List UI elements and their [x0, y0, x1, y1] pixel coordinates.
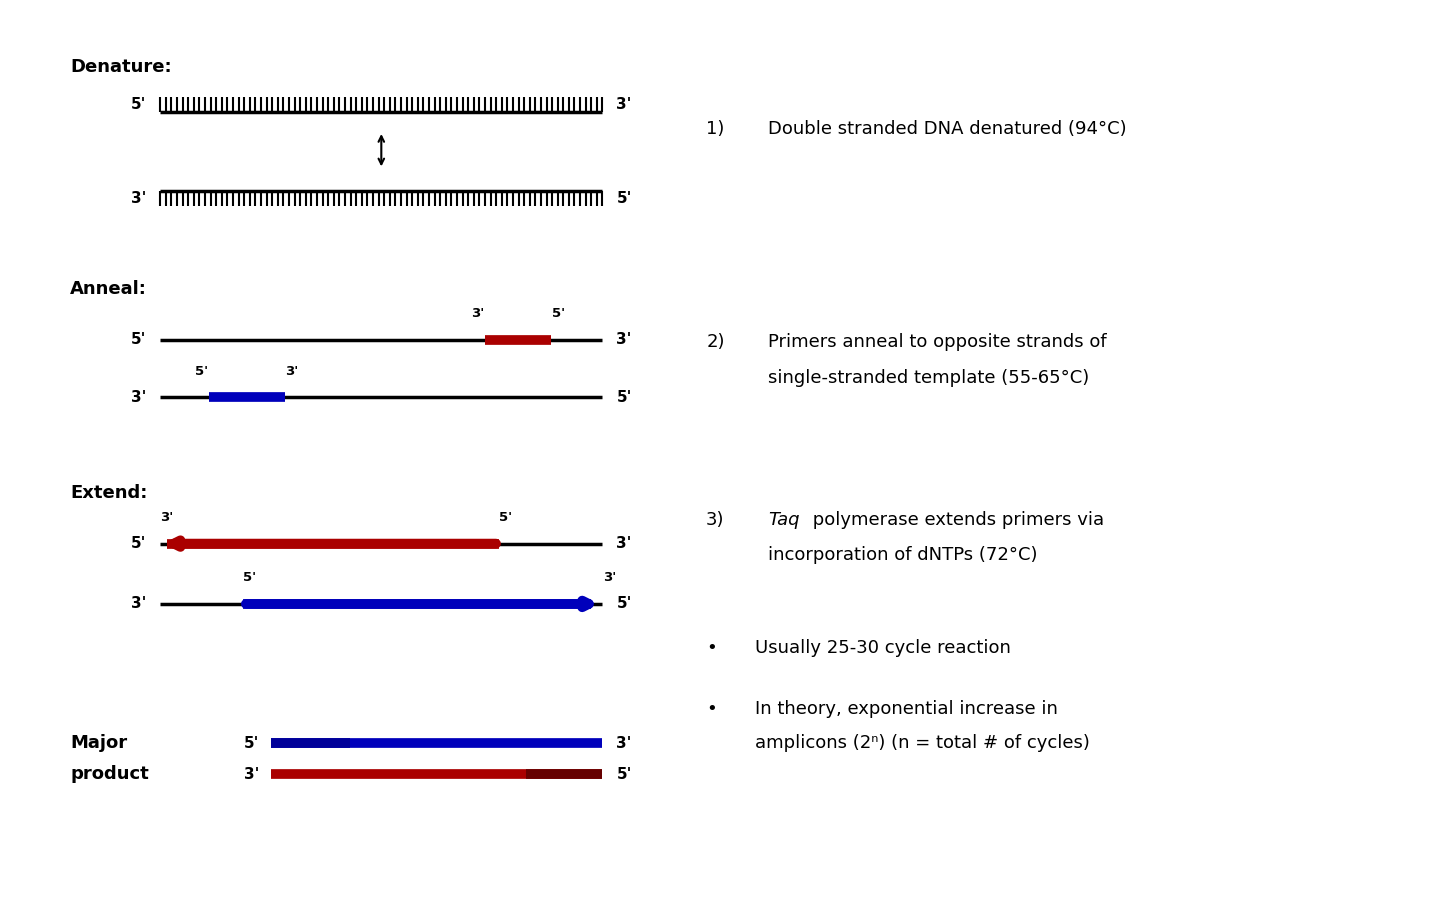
Text: polymerase extends primers via: polymerase extends primers via: [806, 511, 1104, 529]
Text: 3': 3': [131, 191, 147, 206]
Text: amplicons (2ⁿ) (n = total # of cycles): amplicons (2ⁿ) (n = total # of cycles): [755, 735, 1090, 752]
Text: 3': 3': [603, 571, 616, 584]
Text: incorporation of dNTPs (72°C): incorporation of dNTPs (72°C): [769, 546, 1038, 565]
Text: 5': 5': [616, 767, 632, 782]
Text: In theory, exponential increase in: In theory, exponential increase in: [755, 699, 1057, 718]
Text: 5': 5': [616, 596, 632, 612]
Text: Extend:: Extend:: [71, 484, 148, 502]
Text: 5': 5': [131, 536, 147, 551]
Text: 3': 3': [616, 536, 632, 551]
Text: Anneal:: Anneal:: [71, 280, 147, 298]
Text: 3': 3': [616, 332, 632, 347]
Text: 3': 3': [131, 596, 147, 612]
Text: •: •: [706, 699, 717, 718]
Text: 3): 3): [706, 511, 724, 529]
Text: 3': 3': [285, 365, 298, 378]
Text: 3': 3': [131, 390, 147, 405]
Text: 5': 5': [243, 571, 256, 584]
Text: 3': 3': [616, 97, 632, 112]
Text: 2): 2): [706, 334, 724, 351]
Text: 3': 3': [471, 307, 485, 320]
Text: Denature:: Denature:: [71, 58, 171, 77]
Text: 5': 5': [194, 365, 209, 378]
Text: Usually 25-30 cycle reaction: Usually 25-30 cycle reaction: [755, 639, 1011, 657]
Text: Major: Major: [71, 735, 127, 752]
Text: 1): 1): [706, 120, 724, 139]
Text: 5': 5': [131, 97, 147, 112]
Text: product: product: [71, 765, 148, 784]
Text: 3': 3': [160, 511, 174, 524]
Text: 5': 5': [131, 332, 147, 347]
Text: 5': 5': [500, 511, 513, 524]
Text: 5': 5': [552, 307, 564, 320]
Text: 5': 5': [245, 736, 259, 750]
Text: •: •: [706, 639, 717, 657]
Text: 5': 5': [616, 390, 632, 405]
Text: Double stranded DNA denatured (94°C): Double stranded DNA denatured (94°C): [769, 120, 1128, 139]
Text: 3': 3': [616, 736, 632, 750]
Text: 5': 5': [616, 191, 632, 206]
Text: 3': 3': [245, 767, 259, 782]
Text: Taq: Taq: [769, 511, 799, 529]
Text: Primers anneal to opposite strands of: Primers anneal to opposite strands of: [769, 334, 1107, 351]
Text: single-stranded template (55-65°C): single-stranded template (55-65°C): [769, 369, 1090, 387]
